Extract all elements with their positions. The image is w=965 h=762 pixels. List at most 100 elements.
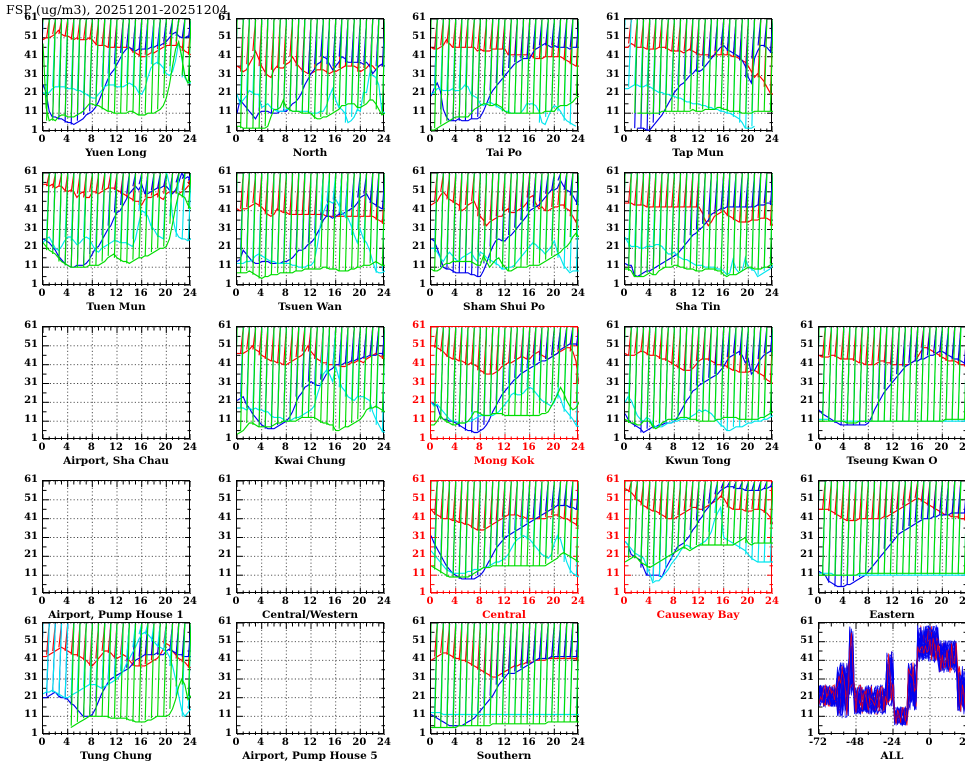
y-axis-tick-label: 1 (419, 587, 426, 598)
y-axis-tick-label: 21 (606, 395, 620, 407)
y-axis-tick-label: 51 (24, 184, 38, 196)
x-axis-tick-label: 12 (303, 288, 317, 299)
panel-title: Kwai Chung (274, 455, 346, 467)
x-axis-tick-label: 20 (934, 596, 949, 607)
y-axis-tick-label: 1 (807, 587, 814, 598)
plot-area[interactable] (818, 622, 965, 735)
x-axis-tick-label: 20 (352, 134, 367, 145)
plot-area[interactable] (42, 622, 191, 735)
x-axis-tick-label: 12 (497, 596, 511, 607)
x-axis-tick-label: 0 (925, 737, 933, 748)
x-axis-tick-label: 20 (158, 288, 173, 299)
plot-area[interactable] (818, 326, 965, 440)
y-axis-tick-label: 21 (606, 241, 620, 253)
y-axis-tick-label: 11 (218, 414, 232, 426)
plot-area[interactable] (236, 622, 385, 735)
y-axis-tick-label: 41 (412, 653, 426, 665)
x-axis-tick-label: 20 (352, 596, 367, 607)
plot-area[interactable] (236, 172, 385, 286)
x-axis-tick-label: 12 (109, 596, 123, 607)
x-axis-tick-label: 8 (475, 737, 483, 748)
y-axis-tick-label: 41 (218, 653, 232, 665)
y-axis-tick-label: 21 (218, 549, 232, 561)
plot-area[interactable] (624, 172, 773, 286)
x-axis-tick-label: 16 (521, 442, 536, 453)
plot-area[interactable] (430, 172, 579, 286)
y-axis-tick-label: 1 (225, 587, 232, 598)
x-axis-tick-label: 24 (183, 737, 197, 748)
x-axis-tick-label: 4 (451, 442, 459, 453)
y-axis-tick-label: 51 (412, 634, 426, 646)
panel-title: Yuen Long (85, 147, 147, 159)
y-axis-tick-label: 21 (218, 241, 232, 253)
plot-area[interactable] (624, 326, 773, 440)
y-axis-tick-label: 1 (31, 433, 38, 444)
y-axis-tick-label: 31 (218, 222, 232, 234)
y-axis-tick-label: 31 (412, 222, 426, 234)
x-axis-tick-label: 8 (87, 596, 95, 607)
plot-area[interactable] (42, 326, 191, 440)
y-axis-tick-label: 41 (606, 203, 620, 215)
panel-title: North (292, 147, 328, 159)
x-axis-tick-label: 0 (426, 737, 434, 748)
plot-area[interactable] (430, 18, 579, 132)
plot-area[interactable] (42, 18, 191, 132)
y-axis-tick-label: 41 (800, 653, 814, 665)
y-axis-tick-label: 51 (24, 338, 38, 350)
y-axis-tick-label: 1 (225, 279, 232, 290)
x-axis-tick-label: 24 (571, 737, 585, 748)
x-axis-tick-label: 20 (740, 442, 755, 453)
x-axis-tick-label: 12 (885, 442, 899, 453)
x-axis-tick-label: 12 (497, 737, 511, 748)
y-axis-tick-label: 51 (218, 634, 232, 646)
plot-area[interactable] (236, 326, 385, 440)
x-axis-tick-label: 8 (87, 737, 95, 748)
y-axis-tick-label: 1 (613, 125, 620, 136)
y-axis-tick-label: 51 (24, 634, 38, 646)
y-axis-tick-label: 21 (800, 690, 814, 702)
y-axis-tick-label: 41 (606, 511, 620, 523)
x-axis-tick-label: 12 (885, 596, 899, 607)
plot-area[interactable] (236, 18, 385, 132)
plot-area[interactable] (430, 480, 579, 594)
x-axis-tick-label: 16 (521, 134, 536, 145)
y-axis-tick-label: 1 (613, 587, 620, 598)
plot-area[interactable] (624, 18, 773, 132)
x-axis-tick-label: 24 (571, 288, 585, 299)
x-axis-tick-label: 8 (669, 442, 677, 453)
y-axis-tick-label: 41 (24, 511, 38, 523)
plot-area[interactable] (236, 480, 385, 594)
plot-area[interactable] (42, 172, 191, 286)
panel-title: Eastern (869, 609, 915, 621)
y-axis-tick-label: 1 (807, 433, 814, 444)
y-axis-tick-label: 21 (24, 690, 38, 702)
x-axis-tick-label: 8 (669, 134, 677, 145)
y-axis-tick-label: 31 (412, 376, 426, 388)
x-axis-tick-label: 0 (38, 134, 46, 145)
x-axis-tick-label: 20 (158, 134, 173, 145)
plot-area[interactable] (42, 480, 191, 594)
plot-area[interactable] (818, 480, 965, 594)
x-axis-tick-label: 0 (38, 737, 46, 748)
y-axis-tick-label: 61 (606, 320, 620, 331)
y-axis-tick-label: 21 (412, 549, 426, 561)
plot-area[interactable] (430, 622, 579, 735)
x-axis-tick-label: 20 (546, 134, 561, 145)
y-axis-tick-label: 41 (218, 357, 232, 369)
x-axis-tick-label: 0 (232, 442, 240, 453)
y-axis-tick-label: 21 (24, 395, 38, 407)
plot-area[interactable] (624, 480, 773, 594)
x-axis-tick-label: 16 (133, 288, 148, 299)
y-axis-tick-label: 31 (218, 530, 232, 542)
plot-area[interactable] (430, 326, 579, 440)
x-axis-tick-label: 0 (426, 596, 434, 607)
x-axis-tick-label: 24 (959, 596, 965, 607)
y-axis-tick-label: 31 (24, 222, 38, 234)
y-axis-tick-label: 11 (24, 414, 38, 426)
y-axis-tick-label: 31 (800, 530, 814, 542)
y-axis-tick-label: 11 (24, 568, 38, 580)
y-axis-tick-label: 61 (24, 320, 38, 331)
y-axis-tick-label: 51 (24, 30, 38, 42)
x-axis-tick-label: 0 (426, 288, 434, 299)
x-axis-tick-label: 8 (281, 737, 289, 748)
